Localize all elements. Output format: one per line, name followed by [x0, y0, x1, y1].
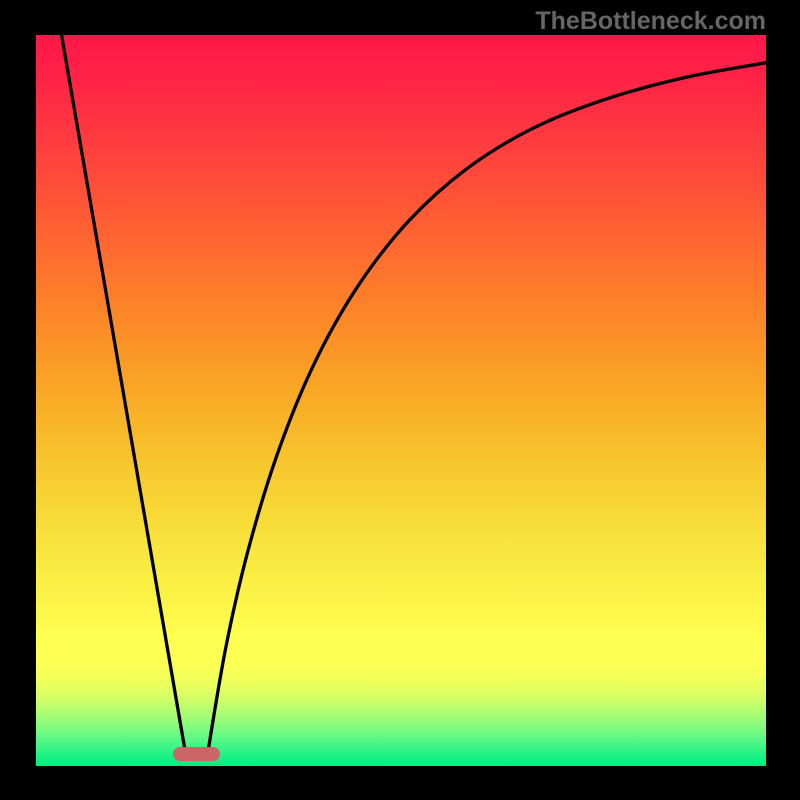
bottleneck-marker: [173, 747, 220, 762]
right-curve: [208, 63, 766, 754]
left-line: [62, 35, 186, 754]
curve-layer: [36, 35, 766, 766]
watermark-text: TheBottleneck.com: [535, 7, 766, 36]
plot-area: [36, 35, 766, 766]
chart-container: TheBottleneck.com: [0, 0, 800, 800]
